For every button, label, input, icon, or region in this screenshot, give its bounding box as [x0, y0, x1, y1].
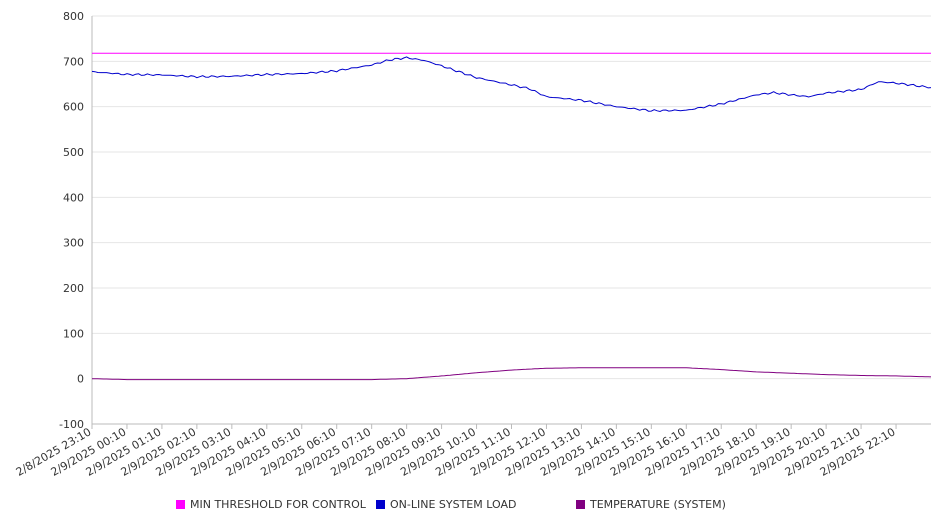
y-tick-label--100: -100: [59, 418, 84, 431]
y-tick-label-100: 100: [63, 327, 84, 340]
legend: MIN THRESHOLD FOR CONTROL ON-LINE SYSTEM…: [0, 498, 946, 514]
grid-lines: [92, 15, 931, 425]
legend-item-temperature[interactable]: TEMPERATURE (SYSTEM): [576, 498, 726, 511]
y-tick-label-800: 800: [63, 10, 84, 23]
legend-label-temperature: TEMPERATURE (SYSTEM): [590, 498, 726, 511]
y-tick-label-500: 500: [63, 146, 84, 159]
legend-item-min-threshold[interactable]: MIN THRESHOLD FOR CONTROL: [176, 498, 366, 511]
series-line-temperature-system: [92, 367, 932, 381]
y-tick-label-300: 300: [63, 237, 84, 250]
legend-label-min-threshold: MIN THRESHOLD FOR CONTROL: [190, 498, 366, 511]
x-tick-labels: 2/8/2025 23:102/9/2025 00:102/9/2025 01:…: [14, 425, 898, 479]
legend-label-system-load: ON-LINE SYSTEM LOAD: [390, 498, 517, 511]
y-tick-label-0: 0: [77, 373, 84, 386]
y-tick-label-600: 600: [63, 101, 84, 114]
axes: [91, 16, 931, 429]
y-tick-label-200: 200: [63, 282, 84, 295]
y-tick-label-400: 400: [63, 191, 84, 204]
y-tick-labels: -100 0 100 200 300 400 500 600 700 800: [59, 10, 84, 431]
series-line-on-line-system-load: [91, 56, 932, 113]
series-lines: [91, 52, 932, 381]
legend-swatch-temperature: [576, 500, 585, 509]
legend-swatch-system-load: [376, 500, 385, 509]
y-tick-label-700: 700: [63, 55, 84, 68]
legend-swatch-min-threshold: [176, 500, 185, 509]
legend-item-system-load[interactable]: ON-LINE SYSTEM LOAD: [376, 498, 516, 511]
